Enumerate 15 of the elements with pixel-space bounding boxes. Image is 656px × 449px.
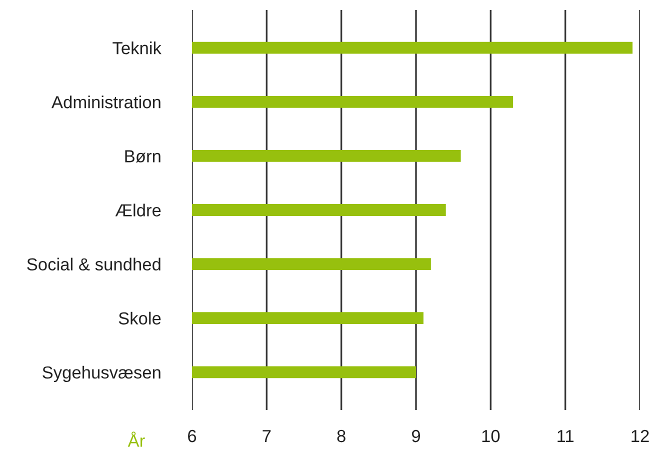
x-tick-label: 9	[412, 430, 420, 442]
x-tick-label: 7	[262, 430, 271, 442]
y-tick-label: Skole	[118, 312, 161, 325]
x-tick-label: 8	[337, 430, 346, 442]
x-tick-label: 12	[632, 430, 649, 442]
x-tick-label: 6	[188, 430, 196, 442]
x-tick-label: 11	[558, 430, 574, 442]
y-tick-label: Ældre	[115, 204, 161, 216]
x-axis-title: År	[128, 432, 145, 447]
y-tick-label: Sygehusvæsen	[42, 366, 160, 382]
x-tick-label: 10	[482, 430, 500, 442]
y-tick-label: Teknik	[112, 42, 162, 54]
y-tick-label: Social & sundhed	[27, 258, 160, 271]
y-tick-label: Børn	[125, 150, 160, 163]
y-tick-label: Administration	[51, 96, 160, 108]
